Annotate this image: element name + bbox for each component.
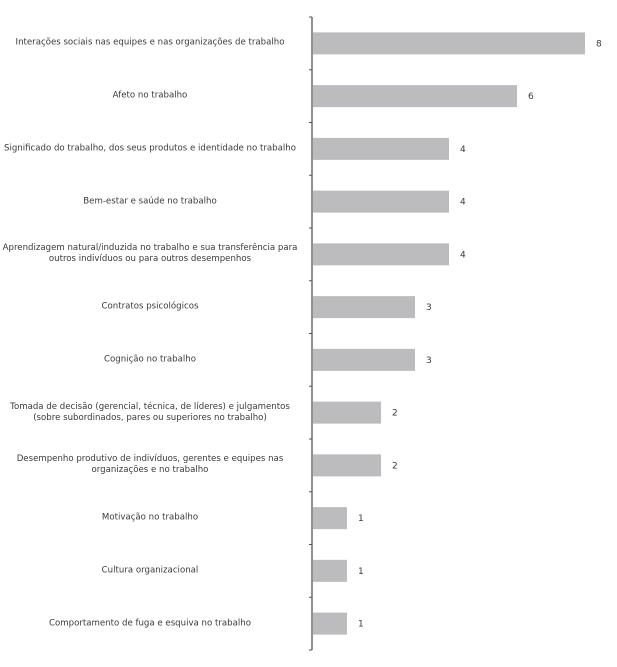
bar [313,137,449,160]
data-label: 6 [528,92,534,102]
data-label: 3 [426,356,432,366]
data-label: 3 [426,303,432,313]
category-label: Desempenho produtivo de indivíduos, gere… [16,454,284,476]
category-label: Cultura organizacional [101,565,199,576]
category-label: Aprendizagem natural/induzida no trabalh… [2,243,298,265]
data-label: 4 [460,250,466,260]
bar [313,85,517,108]
bar [313,243,449,266]
data-label: 2 [392,461,398,471]
category-label: Comportamento de fuga e esquiva no traba… [49,618,251,629]
category-label: Tomada de decisão (gerencial, técnica, d… [10,401,290,423]
data-label: 4 [460,198,466,208]
bar [313,559,347,582]
bar [313,32,585,55]
bar [313,507,347,530]
category-label: Afeto no trabalho [112,90,188,101]
category-label: Interações sociais nas equipes e nas org… [15,37,285,48]
bar [313,612,347,635]
category-label: Bem-estar e saúde no trabalho [83,196,217,207]
data-label: 2 [392,409,398,419]
data-label: 1 [358,514,364,524]
data-label: 1 [358,567,364,577]
bar [313,401,381,424]
bar [313,190,449,213]
category-label: Cognição no trabalho [104,354,196,365]
category-label: Motivação no trabalho [101,512,199,523]
bar [313,348,415,371]
category-label: Contratos psicológicos [101,301,199,312]
bar [313,296,415,319]
category-label: Significado do trabalho, dos seus produt… [4,143,296,154]
bar [313,454,381,477]
data-label: 1 [358,620,364,630]
data-label: 4 [460,145,466,155]
data-label: 8 [596,39,602,49]
